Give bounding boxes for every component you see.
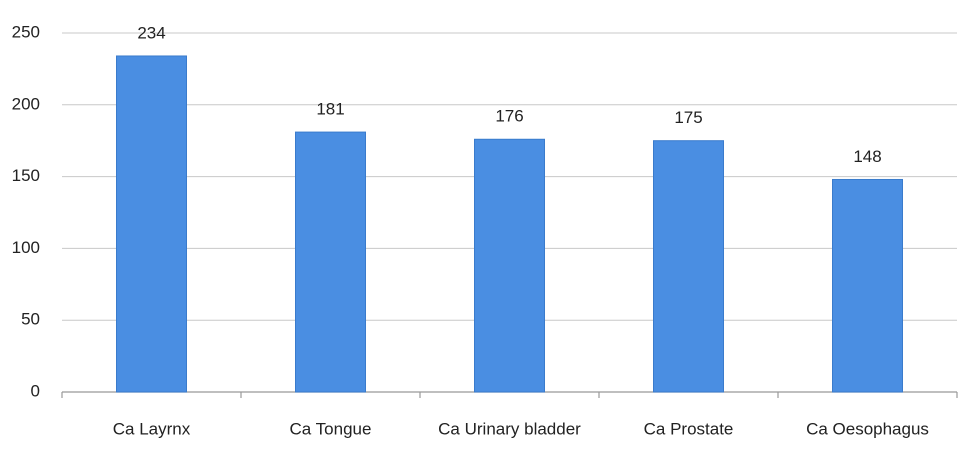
data-label: 176 — [495, 107, 523, 126]
y-tick-label: 100 — [12, 238, 40, 257]
y-tick-label: 50 — [21, 310, 40, 329]
bar — [653, 140, 724, 393]
x-tick-label: Ca Prostate — [644, 419, 734, 438]
data-label: 175 — [674, 108, 702, 127]
y-tick-label: 150 — [12, 166, 40, 185]
x-tick-label: Ca Layrnx — [113, 419, 191, 438]
bar — [832, 178, 903, 393]
y-tick-label: 250 — [12, 22, 40, 41]
data-label: 234 — [137, 23, 165, 42]
data-label: 148 — [853, 147, 881, 166]
data-label: 181 — [316, 100, 344, 119]
x-tick-label: Ca Urinary bladder — [438, 419, 581, 438]
bar — [474, 138, 545, 393]
x-tick-label: Ca Tongue — [290, 419, 372, 438]
bar — [116, 55, 187, 393]
y-tick-label: 0 — [31, 381, 40, 400]
bar — [295, 131, 366, 393]
x-tick-label: Ca Oesophagus — [806, 419, 929, 438]
y-tick-label: 200 — [12, 94, 40, 113]
